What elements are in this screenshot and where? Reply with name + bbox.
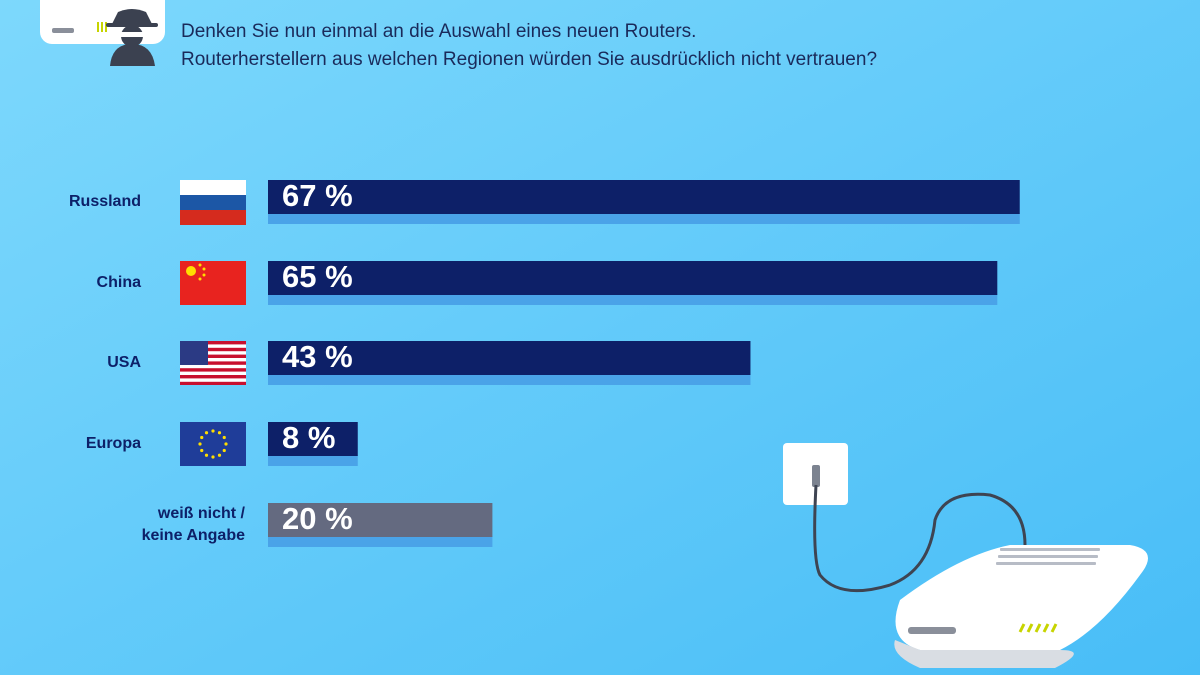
bar-shadow	[268, 455, 358, 466]
subtitle-line: Routerherstellern aus welchen Regionen w…	[181, 49, 878, 70]
bar	[268, 422, 358, 456]
flag-eu	[180, 422, 246, 466]
cable	[813, 484, 1027, 593]
category-label: China	[96, 274, 141, 291]
spy-icon	[106, 9, 158, 66]
bar-shadow	[268, 294, 998, 305]
bar-shadow	[268, 536, 493, 547]
value-label: 67 %	[282, 178, 353, 213]
flag-usa	[180, 341, 246, 385]
bar	[268, 180, 1020, 214]
subtitle-line: Denken Sie nun einmal an die Auswahl ein…	[181, 21, 697, 42]
bar	[268, 341, 751, 375]
bars	[268, 180, 1020, 547]
category-label: USA	[107, 354, 141, 371]
value-label: 43 %	[282, 339, 353, 374]
bar	[268, 261, 998, 295]
bar-shadow	[268, 213, 1020, 224]
wall-socket	[783, 443, 848, 505]
value-label: 65 %	[282, 259, 353, 294]
category-label: Europa	[85, 435, 141, 452]
value-label: 20 %	[282, 501, 353, 536]
bar-shadow	[268, 374, 751, 385]
category-label: weiß nicht / keine Angabe	[141, 505, 245, 544]
bar	[268, 503, 493, 537]
category-label: Russland	[68, 193, 141, 210]
flag-china	[180, 261, 246, 305]
value-label: 8 %	[282, 420, 336, 455]
router	[894, 545, 1148, 668]
flag-russia	[180, 180, 246, 225]
